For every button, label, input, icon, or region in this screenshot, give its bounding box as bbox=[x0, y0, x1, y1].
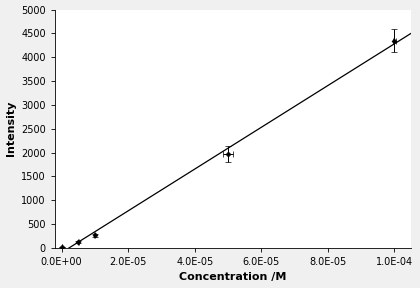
X-axis label: Concentration /M: Concentration /M bbox=[179, 272, 287, 283]
Y-axis label: Intensity: Intensity bbox=[5, 101, 16, 156]
